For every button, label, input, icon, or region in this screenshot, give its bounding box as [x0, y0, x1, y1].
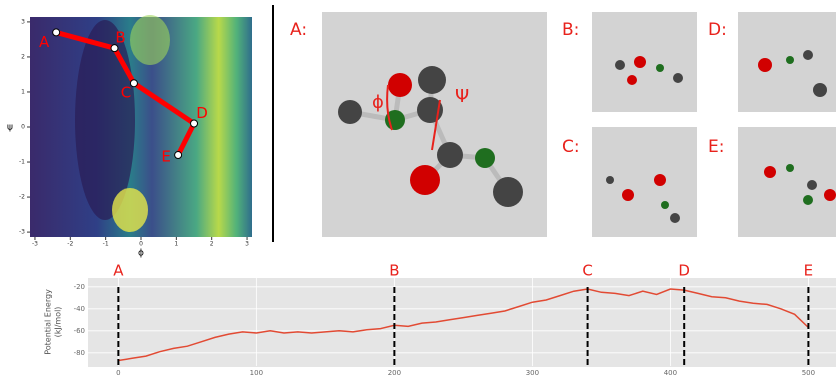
y-tick-label: 2 [21, 53, 25, 60]
point-label: C [121, 84, 131, 102]
y-axis-label: (kJ/mol) [54, 307, 63, 338]
y-tick-label: -3 [19, 229, 25, 236]
dihedral-label: Ψ [455, 86, 469, 107]
y-tick-label: -2 [19, 194, 25, 201]
x-tick-label: 300 [526, 369, 539, 377]
point-label: D [196, 104, 208, 122]
x-tick-label: -2 [67, 241, 73, 248]
y-tick-label: -60 [74, 327, 85, 335]
y-tick-label: 3 [21, 18, 25, 25]
panel-label: C: [562, 137, 580, 157]
y-axis-label: ψ [7, 123, 13, 133]
panel [738, 127, 836, 237]
x-tick-label: 500 [802, 369, 815, 377]
path-point [175, 152, 182, 159]
x-tick-label: 2 [210, 241, 214, 248]
plot-area [88, 278, 836, 367]
x-tick-label: 0 [116, 369, 120, 377]
x-tick-label: -1 [103, 241, 109, 248]
panel-label: E: [708, 137, 724, 157]
point-label: B [115, 29, 125, 47]
path-point [130, 80, 137, 87]
path-point [53, 29, 60, 36]
x-tick-label: 1 [174, 241, 178, 248]
point-label: E [161, 148, 170, 166]
panel-label: D: [708, 20, 727, 40]
y-tick-label: -40 [74, 305, 85, 313]
marker-label: C [582, 262, 592, 280]
y-tick-label: -20 [74, 283, 85, 291]
y-tick-label: 1 [21, 88, 25, 95]
x-tick-label: 3 [245, 241, 249, 248]
marker-label: D [678, 262, 690, 280]
marker-label: B [389, 262, 399, 280]
marker-label: A [113, 262, 124, 280]
x-tick-label: 0 [139, 241, 143, 248]
panel-label: B: [562, 20, 579, 40]
marker-label: E [804, 262, 813, 280]
molecule-panels [322, 12, 836, 237]
heatmap-blob [130, 15, 170, 65]
heatmap-blob [112, 188, 148, 232]
dihedral-label: ϕ [372, 92, 384, 113]
y-axis-label: Potential Energy [44, 289, 53, 355]
panel-label: A: [290, 20, 307, 40]
y-tick-label: 0 [21, 124, 25, 131]
x-axis-label: ϕ [138, 249, 144, 259]
x-tick-label: -3 [32, 241, 38, 248]
x-tick-label: 100 [250, 369, 263, 377]
y-tick-label: -80 [74, 349, 85, 357]
x-tick-label: 200 [388, 369, 401, 377]
x-tick-label: 400 [664, 369, 677, 377]
y-tick-label: -1 [19, 159, 25, 166]
figure: A: B: D: C: E: ϕ Ψ -3 -2 -1 0 1 2 3 -3 -2 -1 0 1 2 3 ϕ… [0, 0, 836, 378]
point-label: A [39, 33, 50, 51]
